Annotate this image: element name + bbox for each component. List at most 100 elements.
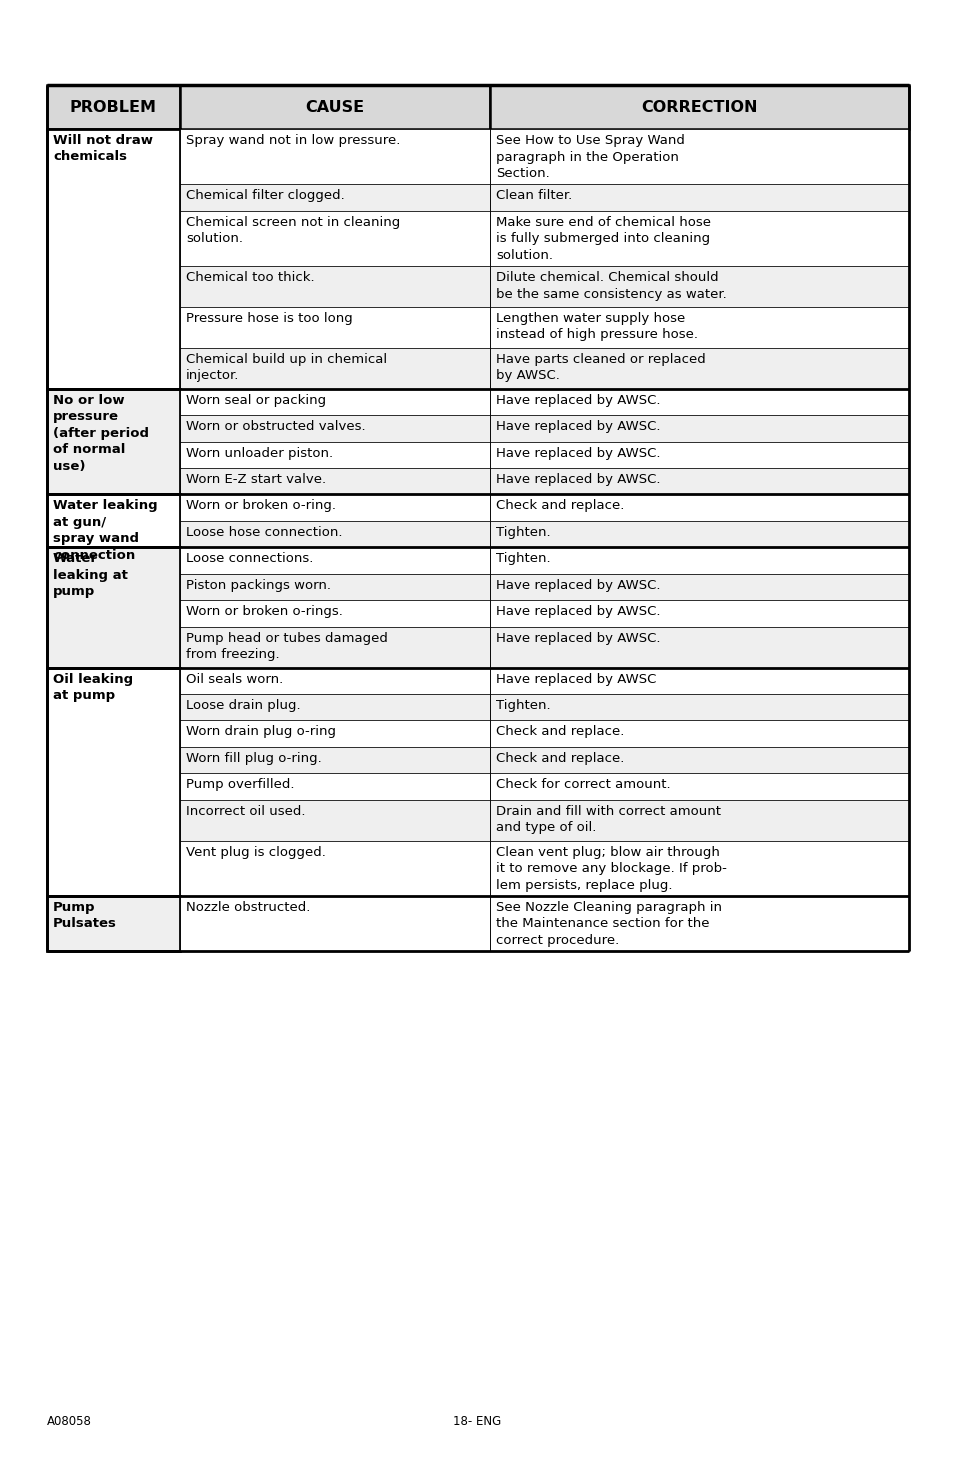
Bar xyxy=(180,307,490,348)
Text: Worn seal or packing: Worn seal or packing xyxy=(186,394,326,407)
Bar xyxy=(490,600,908,627)
Text: Pump
Pulsates: Pump Pulsates xyxy=(53,901,117,931)
Text: Incorrect oil used.: Incorrect oil used. xyxy=(186,805,305,817)
Bar xyxy=(47,547,180,668)
Bar xyxy=(490,389,908,414)
Text: Tighten.: Tighten. xyxy=(496,527,550,538)
Bar xyxy=(180,348,490,389)
Text: Chemical build up in chemical
injector.: Chemical build up in chemical injector. xyxy=(186,353,387,382)
Bar xyxy=(180,494,490,521)
Bar xyxy=(47,128,180,389)
Text: Pump overfilled.: Pump overfilled. xyxy=(186,779,294,791)
Bar xyxy=(180,414,490,441)
Text: Pump head or tubes damaged
from freezing.: Pump head or tubes damaged from freezing… xyxy=(186,631,388,661)
Bar xyxy=(180,547,490,574)
Bar xyxy=(490,746,908,773)
Text: Clean vent plug; blow air through
it to remove any blockage. If prob-
lem persis: Clean vent plug; blow air through it to … xyxy=(496,845,726,892)
Text: 18- ENG: 18- ENG xyxy=(453,1415,500,1428)
Text: Loose hose connection.: Loose hose connection. xyxy=(186,527,342,538)
Bar xyxy=(490,348,908,389)
Bar xyxy=(490,494,908,521)
Bar xyxy=(180,799,490,841)
Bar xyxy=(180,184,490,211)
Bar xyxy=(180,773,490,799)
Text: Worn or broken o-ring.: Worn or broken o-ring. xyxy=(186,500,335,512)
Text: Worn or broken o-rings.: Worn or broken o-rings. xyxy=(186,605,342,618)
Text: A08058: A08058 xyxy=(47,1415,91,1428)
Bar xyxy=(490,468,908,494)
Text: Oil seals worn.: Oil seals worn. xyxy=(186,673,283,686)
Text: See How to Use Spray Wand
paragraph in the Operation
Section.: See How to Use Spray Wand paragraph in t… xyxy=(496,134,684,180)
Text: Have replaced by AWSC.: Have replaced by AWSC. xyxy=(496,605,659,618)
Text: Check and replace.: Check and replace. xyxy=(496,752,623,766)
Bar xyxy=(180,86,490,128)
Bar xyxy=(490,184,908,211)
Text: PROBLEM: PROBLEM xyxy=(70,99,157,115)
Bar xyxy=(490,441,908,468)
Text: Chemical screen not in cleaning
solution.: Chemical screen not in cleaning solution… xyxy=(186,215,400,245)
Text: Make sure end of chemical hose
is fully submerged into cleaning
solution.: Make sure end of chemical hose is fully … xyxy=(496,215,710,261)
Bar xyxy=(180,600,490,627)
Text: Loose drain plug.: Loose drain plug. xyxy=(186,699,300,712)
Bar xyxy=(180,895,490,951)
Text: Clean filter.: Clean filter. xyxy=(496,189,572,202)
Text: Drain and fill with correct amount
and type of oil.: Drain and fill with correct amount and t… xyxy=(496,805,720,835)
Text: CAUSE: CAUSE xyxy=(305,99,364,115)
Text: Check and replace.: Check and replace. xyxy=(496,500,623,512)
Bar xyxy=(180,720,490,746)
Bar xyxy=(490,266,908,307)
Bar xyxy=(490,668,908,695)
Text: Chemical too thick.: Chemical too thick. xyxy=(186,271,314,285)
Bar xyxy=(180,627,490,668)
Bar xyxy=(490,307,908,348)
Bar xyxy=(490,211,908,266)
Bar xyxy=(490,773,908,799)
Text: Tighten.: Tighten. xyxy=(496,699,550,712)
Text: Loose connections.: Loose connections. xyxy=(186,552,313,565)
Bar xyxy=(47,895,180,951)
Text: Spray wand not in low pressure.: Spray wand not in low pressure. xyxy=(186,134,400,148)
Text: Will not draw
chemicals: Will not draw chemicals xyxy=(53,134,152,164)
Bar xyxy=(47,389,180,494)
Text: Have replaced by AWSC.: Have replaced by AWSC. xyxy=(496,447,659,460)
Bar xyxy=(490,695,908,720)
Bar xyxy=(180,668,490,695)
Bar xyxy=(180,266,490,307)
Text: Have replaced by AWSC.: Have replaced by AWSC. xyxy=(496,420,659,434)
Text: Water leaking
at gun/
spray wand
connection: Water leaking at gun/ spray wand connect… xyxy=(53,500,157,562)
Text: Water
leaking at
pump: Water leaking at pump xyxy=(53,552,128,599)
Bar xyxy=(180,389,490,414)
Text: CORRECTION: CORRECTION xyxy=(640,99,757,115)
Text: Worn or obstructed valves.: Worn or obstructed valves. xyxy=(186,420,365,434)
Text: Have replaced by AWSC.: Have replaced by AWSC. xyxy=(496,631,659,645)
Text: Dilute chemical. Chemical should
be the same consistency as water.: Dilute chemical. Chemical should be the … xyxy=(496,271,726,301)
Bar xyxy=(490,799,908,841)
Bar xyxy=(490,841,908,895)
Text: Piston packings worn.: Piston packings worn. xyxy=(186,578,331,591)
Text: Worn fill plug o-ring.: Worn fill plug o-ring. xyxy=(186,752,321,766)
Bar xyxy=(180,441,490,468)
Bar xyxy=(180,128,490,184)
Bar xyxy=(180,468,490,494)
Text: Lengthen water supply hose
instead of high pressure hose.: Lengthen water supply hose instead of hi… xyxy=(496,311,698,341)
Text: Worn unloader piston.: Worn unloader piston. xyxy=(186,447,333,460)
Bar xyxy=(490,574,908,600)
Text: Have parts cleaned or replaced
by AWSC.: Have parts cleaned or replaced by AWSC. xyxy=(496,353,705,382)
Text: Have replaced by AWSC.: Have replaced by AWSC. xyxy=(496,578,659,591)
Text: Tighten.: Tighten. xyxy=(496,552,550,565)
Text: Oil leaking
at pump: Oil leaking at pump xyxy=(53,673,133,702)
Bar xyxy=(490,414,908,441)
Bar xyxy=(180,521,490,547)
Bar xyxy=(47,494,180,547)
Text: Have replaced by AWSC.: Have replaced by AWSC. xyxy=(496,473,659,487)
Bar xyxy=(180,746,490,773)
Text: Nozzle obstructed.: Nozzle obstructed. xyxy=(186,901,310,914)
Text: See Nozzle Cleaning paragraph in
the Maintenance section for the
correct procedu: See Nozzle Cleaning paragraph in the Mai… xyxy=(496,901,721,947)
Text: Check and replace.: Check and replace. xyxy=(496,726,623,739)
Bar xyxy=(490,720,908,746)
Bar xyxy=(490,895,908,951)
Bar xyxy=(180,574,490,600)
Bar xyxy=(180,841,490,895)
Bar xyxy=(490,627,908,668)
Bar xyxy=(490,86,908,128)
